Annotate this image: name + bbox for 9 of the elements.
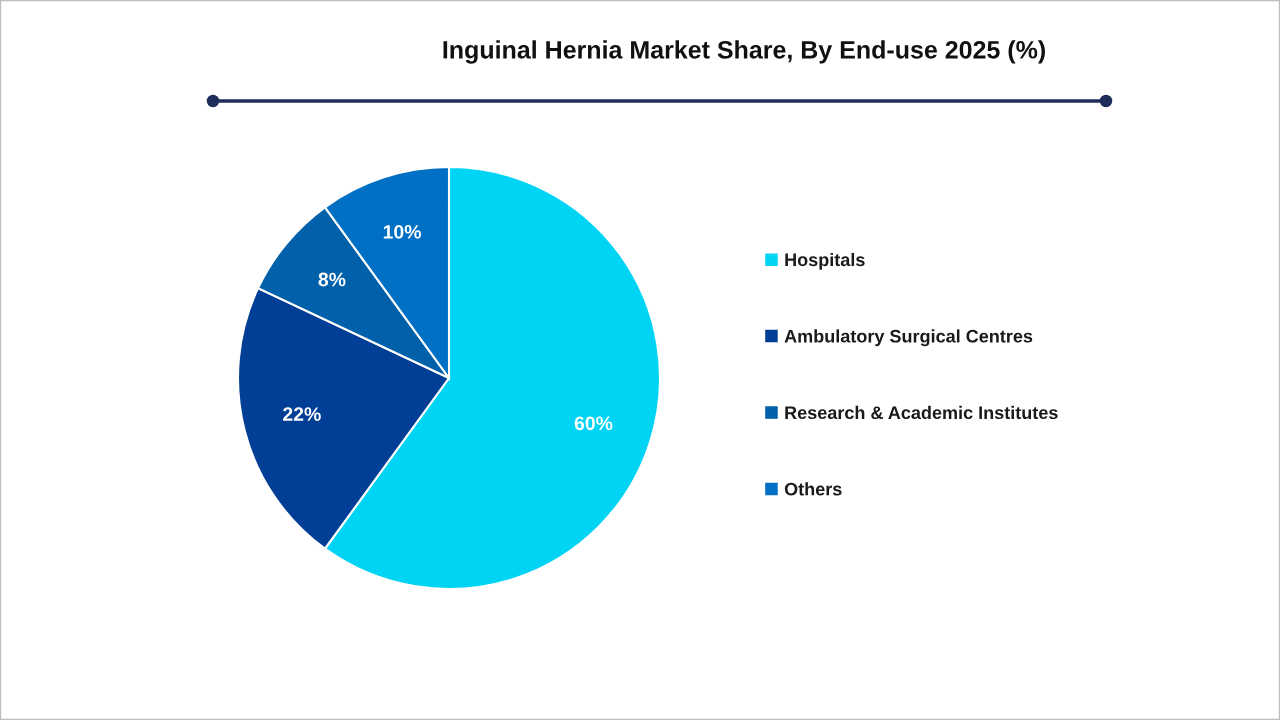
legend-label: Ambulatory Surgical Centres <box>784 329 1033 347</box>
data-label: 8% <box>318 272 346 287</box>
data-label: 22% <box>283 407 321 421</box>
legend-label: Hospitals <box>785 252 865 270</box>
data-label: 10% <box>383 224 421 239</box>
data-label: 60% <box>574 416 613 431</box>
legend-label: Research & Academic Institutes <box>785 405 1058 420</box>
legend-label: Others <box>784 482 842 496</box>
chart-title: Inguinal Hernia Market Share, By End-use 2025 (%) <box>443 40 1045 64</box>
